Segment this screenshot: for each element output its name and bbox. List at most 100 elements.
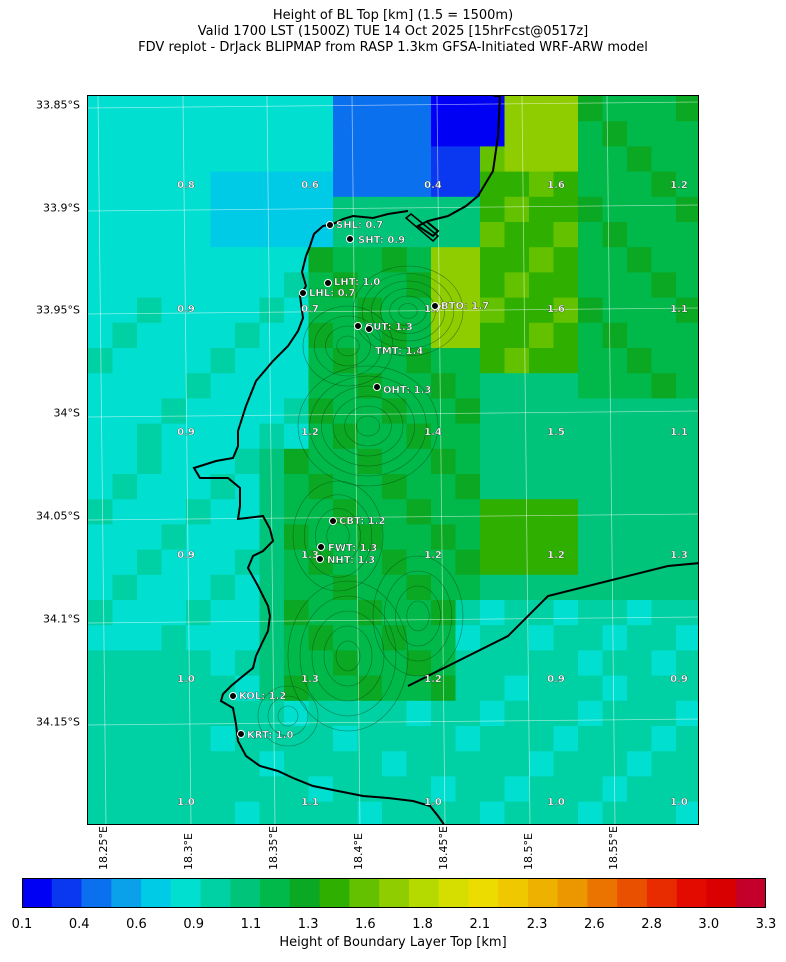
heatmap-cell [651,146,677,173]
heatmap-cell [235,297,261,324]
heatmap-cell [651,776,677,803]
heatmap-cell [186,524,212,551]
heatmap-cell [431,751,457,777]
station-label: OHT: 1.3 [383,385,431,396]
colorbar-swatch [349,878,380,908]
heatmap-cell [627,675,653,702]
longitude-tick-label: 18.25°E [97,826,110,870]
heatmap-cell [235,574,261,601]
heatmap-cell [406,272,432,299]
colorbar-swatch [557,878,588,908]
heatmap-cell [137,625,163,651]
heatmap-cell [406,121,432,147]
heatmap-cell [480,474,506,500]
heatmap-cell [137,121,163,147]
heatmap-cell [308,726,334,752]
heatmap-cell [161,222,187,248]
heatmap-cell [480,121,506,147]
heatmap-cell [578,196,604,223]
heatmap-cell [431,272,457,299]
grid-value-label: 1.4 [424,427,442,438]
heatmap-cell [382,675,408,702]
heatmap-cell [651,171,677,198]
latitude-line [88,307,698,315]
heatmap-cell [284,96,310,122]
station-label: LHT: 1.0 [334,277,380,288]
grid-value-label: 1.2 [424,550,442,561]
heatmap-cell [529,474,555,500]
heatmap-cell [651,700,677,727]
colorbar-swatch [230,878,261,908]
terrain-contour [371,280,445,342]
heatmap-cell [480,776,506,803]
heatmap-cell [186,549,212,576]
heatmap-cell [235,524,261,551]
heatmap-cell [578,549,604,576]
colorbar-swatch [260,878,291,908]
colorbar-swatch [111,878,142,908]
heatmap-cell [284,423,310,450]
heatmap-cell [529,146,555,173]
heatmap-cell [627,751,653,777]
heatmap-cell [210,398,236,425]
heatmap-cell [161,776,187,803]
heatmap-cell [627,348,653,374]
grid-value-label: 0.6 [301,180,319,191]
heatmap-cell [88,146,114,173]
heatmap-cell [651,448,677,475]
grid-value-label: 1.0 [547,797,565,808]
heatmap-cell [651,801,677,824]
grid-value-label: 1.0 [177,674,195,685]
terrain-contour [313,315,383,377]
heatmap-cell [259,171,285,198]
heatmap-cell [602,171,628,198]
grid-value-label: 1.1 [670,427,688,438]
heatmap-cell [406,726,432,752]
heatmap-cell [480,348,506,374]
heatmap-cell [455,650,481,677]
grid-value-label: 1.6 [547,180,565,191]
colorbar-swatch [141,878,172,908]
heatmap-cell [137,222,163,248]
heatmap-cell [333,726,359,752]
heatmap-cell [308,297,334,324]
heatmap-cell [357,448,383,475]
heatmap-cell [578,600,604,626]
heatmap-cell [382,600,408,626]
terrain-contour [325,325,371,367]
heatmap-cell [308,574,334,601]
heatmap-cell [88,700,114,727]
station-label: LHL: 0.7 [309,288,355,299]
station-label: GUT: 1.3 [365,322,413,333]
heatmap-cell [651,121,677,147]
heatmap-cell [651,751,677,777]
terrain-contour [361,273,455,349]
heatmap-cell [529,675,555,702]
colorbar-swatch [319,878,350,908]
heatmap-cell [308,398,334,425]
heatmap-cell [284,398,310,425]
heatmap-cell [602,751,628,777]
station-dot [316,555,324,563]
heatmap-cell [553,398,579,425]
heatmap-cell [627,247,653,273]
heatmap-cell [651,574,677,601]
heatmap-cell [235,121,261,147]
heatmap-cell [88,474,114,500]
heatmap-cell [627,776,653,803]
station-label: KOL: 1.2 [239,691,286,702]
heatmap-cell [382,222,408,248]
heatmap-cell [333,650,359,677]
heatmap-cell [553,322,579,349]
station-marker: FWT: 1.3 [317,543,378,554]
heatmap-cell [259,650,285,677]
heatmap-cell [235,373,261,399]
station-marker: KOL: 1.2 [229,691,287,702]
heatmap-cell [602,297,628,324]
heatmap-cell [112,474,138,500]
heatmap-cell [308,423,334,450]
heatmap-cell [382,700,408,727]
heatmap-cell [308,373,334,399]
coastline [192,96,698,824]
terrain-contour [277,705,299,727]
